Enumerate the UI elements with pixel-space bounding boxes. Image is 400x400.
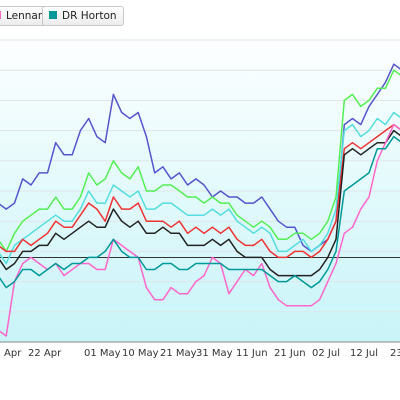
x-tick-label: Apr — [4, 348, 22, 359]
plot-area — [0, 30, 400, 342]
series-line-3 — [0, 111, 400, 265]
lennar-swatch-icon — [0, 11, 1, 19]
x-tick-label: 02 Jul — [312, 348, 340, 359]
x-tick-label: 22 Apr — [28, 348, 62, 359]
series-line-4 — [0, 123, 400, 259]
legend-label-dr-horton: DR Horton — [62, 10, 117, 22]
legend-item-lennar[interactable]: Lennar — [0, 6, 50, 26]
x-tick-label: 10 May — [122, 348, 159, 359]
x-tick-label: 23 — [390, 348, 400, 359]
x-tick-label: 31 May — [196, 348, 233, 359]
dr-horton-swatch-icon — [49, 11, 57, 19]
legend-label-lennar: Lennar — [6, 10, 43, 22]
legend: Lennar DR Horton — [0, 4, 400, 28]
line-chart: Apr 22 Apr 01 May 10 May 21 May 31 May 11 Jun 2… — [0, 30, 400, 359]
x-tick-label: 12 Jul — [350, 348, 378, 359]
series-line-5 — [0, 129, 400, 277]
grid — [0, 39, 400, 343]
x-axis-ticks: Apr 22 Apr 01 May 10 May 21 May 31 May 11 Jun 2… — [4, 348, 400, 359]
series-lines — [0, 63, 400, 337]
series-line-6 — [0, 123, 400, 337]
series-line-7 — [0, 135, 400, 289]
x-tick-label: 21 Jun — [274, 348, 306, 359]
x-tick-label: 01 May — [84, 348, 121, 359]
x-tick-label: 11 Jun — [236, 348, 268, 359]
legend-item-dr-horton[interactable]: DR Horton — [42, 6, 124, 26]
x-tick-label: 21 May — [160, 348, 197, 359]
series-line-2 — [0, 69, 400, 253]
